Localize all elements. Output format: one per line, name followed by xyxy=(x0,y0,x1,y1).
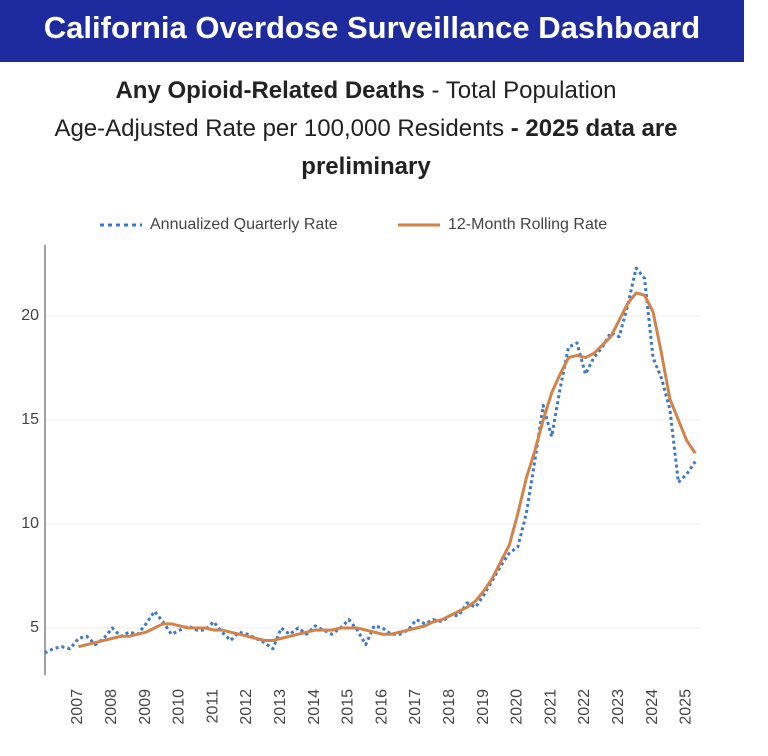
title-normal: - Total Population xyxy=(431,77,617,104)
dashboard-header: California Overdose Surveillance Dashboa… xyxy=(0,0,744,62)
subtitle-bold: - 2025 data are preliminary xyxy=(301,115,678,180)
chart-subtitle: Age-Adjusted Rate per 100,000 Residents … xyxy=(16,110,716,186)
legend-label: Annualized Quarterly Rate xyxy=(150,216,338,233)
y-tick-label: 20 xyxy=(21,307,39,324)
x-tick-label: 2010 xyxy=(171,689,188,725)
x-tick-label: 2012 xyxy=(238,689,255,725)
x-tick-label: 2011 xyxy=(204,689,221,724)
x-tick-label: 2024 xyxy=(644,689,661,725)
x-tick-label: 2019 xyxy=(475,689,492,725)
x-tick-label: 2018 xyxy=(441,689,458,725)
chart-title: Any Opioid-Related Deaths - Total Popula… xyxy=(0,72,732,110)
x-tick-label: 2023 xyxy=(610,689,627,725)
title-bold: Any Opioid-Related Deaths xyxy=(115,77,425,104)
x-tick-label: 2013 xyxy=(272,689,289,725)
data-line xyxy=(43,266,697,655)
x-tick-label: 2016 xyxy=(373,689,390,725)
subtitle-normal: Age-Adjusted Rate per 100,000 Residents xyxy=(54,115,505,142)
y-tick-label: 15 xyxy=(21,411,39,428)
x-tick-label: 2009 xyxy=(137,689,154,725)
x-tick-label: 2021 xyxy=(542,689,559,725)
x-tick-label: 2022 xyxy=(576,689,593,725)
x-tick-label: 2014 xyxy=(306,689,323,725)
x-tick-label: 2015 xyxy=(340,689,357,725)
legend-label: 12-Month Rolling Rate xyxy=(448,216,607,233)
x-tick-label: 2008 xyxy=(103,689,120,725)
x-tick-label: 2025 xyxy=(678,689,695,725)
x-tick-label: 2020 xyxy=(509,689,526,725)
x-tick-label: 2017 xyxy=(407,689,424,725)
y-tick-label: 10 xyxy=(21,515,39,532)
x-tick-label: 2007 xyxy=(69,689,86,725)
data-line xyxy=(78,291,697,649)
y-tick-label: 5 xyxy=(30,619,39,636)
